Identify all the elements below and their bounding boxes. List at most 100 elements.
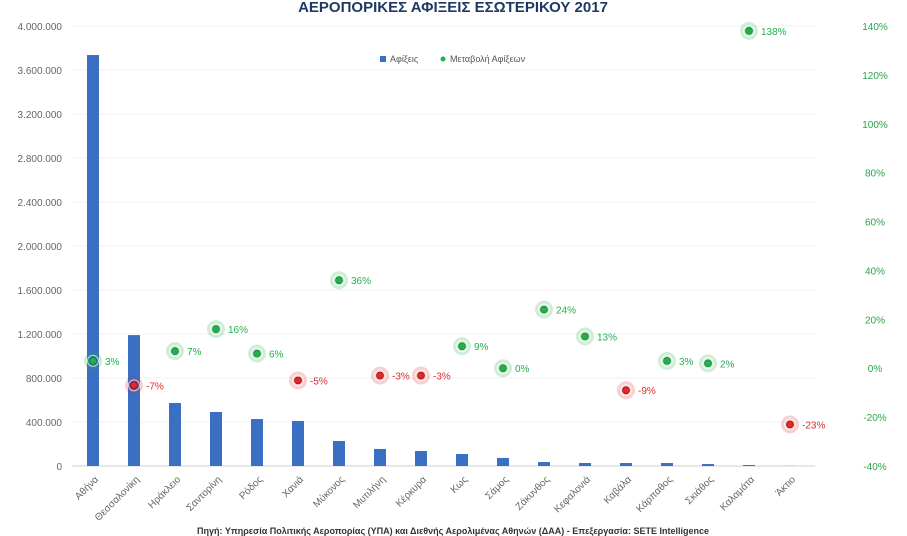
left-tick-label: 2.400.000 — [18, 198, 63, 209]
bar — [251, 419, 263, 466]
point-ring — [497, 362, 509, 375]
x-tick-label: Κέρκυρα — [393, 473, 429, 509]
legend-swatch-change — [440, 56, 446, 62]
data-label: 2% — [720, 359, 735, 370]
point-ring — [456, 340, 468, 353]
data-label: 3% — [105, 357, 120, 368]
point-ring — [292, 374, 304, 387]
right-tick-label: 20% — [865, 315, 885, 326]
bar — [292, 421, 304, 466]
right-tick-label: 100% — [862, 120, 888, 131]
right-tick-label: 80% — [865, 169, 885, 180]
point-ring — [743, 24, 755, 37]
x-tick-label: Ρόδος — [237, 474, 266, 503]
bar — [620, 463, 632, 466]
chart-title: ΑΕΡΟΠΟΡΙΚΕΣ ΑΦΙΞΕΙΣ ΕΣΩΤΕΡΙΚΟΥ 2017 — [298, 0, 608, 16]
point-ring — [620, 384, 632, 397]
data-point — [89, 357, 97, 365]
left-tick-label: 2.000.000 — [18, 242, 63, 253]
bar — [538, 462, 550, 466]
data-label: 6% — [269, 350, 284, 361]
data-point — [786, 420, 794, 429]
legend: Αφίξεις Μεταβολή Αφίξεων — [380, 54, 526, 64]
legend-swatch-arrivals — [380, 56, 386, 62]
data-point — [417, 371, 425, 380]
x-tick-label: Άκτιο — [774, 474, 799, 499]
right-tick-label: 140% — [862, 22, 888, 33]
bar — [374, 448, 386, 466]
data-label: -5% — [310, 376, 328, 387]
data-label: 13% — [597, 332, 617, 343]
bar — [456, 454, 468, 466]
left-tick-label: 1.200.000 — [18, 330, 63, 341]
point-ring — [169, 345, 181, 358]
data-point — [622, 386, 630, 395]
point-ring — [374, 369, 386, 382]
data-point — [335, 276, 343, 285]
bar — [497, 457, 509, 466]
point-ring — [661, 354, 673, 367]
data-label: 36% — [351, 276, 371, 287]
x-tick-label: Σάμος — [483, 474, 511, 502]
x-tick-label: Καλαμάτα — [717, 473, 757, 513]
left-tick-label: 3.600.000 — [18, 66, 63, 77]
data-point — [294, 376, 302, 385]
left-tick-label: 400.000 — [26, 418, 63, 429]
bar — [128, 335, 140, 466]
data-label: 9% — [474, 342, 489, 353]
x-tick-label: Καβάλα — [601, 473, 634, 506]
point-ring — [415, 369, 427, 382]
x-tick-label: Χανιά — [280, 473, 307, 500]
bar — [169, 402, 181, 466]
x-tick-label: Μύκονος — [311, 474, 348, 511]
data-point — [458, 342, 466, 351]
point-ring — [333, 274, 345, 287]
data-label: 16% — [228, 325, 248, 336]
left-tick-label: 0 — [56, 462, 62, 473]
left-tick-label: 1.600.000 — [18, 286, 63, 297]
legend-change: Μεταβολή Αφίξεων — [450, 54, 526, 64]
x-tick-label: Αθήνα — [72, 473, 101, 502]
x-tick-label: Κεφαλονιά — [552, 473, 594, 515]
data-label: 3% — [679, 357, 694, 368]
data-point — [540, 305, 548, 314]
x-tick-label: Μυτιλήνη — [351, 474, 389, 512]
left-tick-label: 4.000.000 — [18, 22, 63, 33]
legend-arrivals: Αφίξεις — [390, 54, 419, 64]
point-ring — [128, 379, 140, 392]
x-tick-label: Κάρπαθος — [634, 474, 675, 515]
data-point — [376, 371, 384, 380]
data-point — [663, 357, 671, 365]
point-ring — [784, 418, 796, 431]
data-label: -9% — [638, 386, 656, 397]
bar — [87, 55, 99, 466]
right-tick-label: 60% — [865, 218, 885, 229]
data-point — [704, 359, 712, 368]
data-point — [171, 347, 179, 355]
data-label: 7% — [187, 347, 202, 358]
data-point — [253, 349, 261, 358]
point-ring — [538, 303, 550, 316]
right-tick-label: 40% — [865, 266, 885, 277]
x-tick-label: Ηράκλειο — [146, 473, 184, 511]
x-tick-label: Ζάκυνθος — [513, 474, 552, 513]
data-label: 24% — [556, 306, 576, 317]
x-tick-label: Σαντορίνη — [184, 474, 224, 514]
left-tick-label: 800.000 — [26, 374, 63, 385]
data-label: 0% — [515, 364, 530, 375]
bar — [702, 464, 714, 466]
x-tick-label: Σκιάθος — [683, 474, 716, 507]
source-note: Πηγή: Υπηρεσία Πολιτικής Αεροπορίας (ΥΠΑ… — [197, 526, 709, 536]
bar — [579, 463, 591, 466]
data-point — [212, 325, 220, 333]
point-ring — [702, 357, 714, 370]
left-tick-label: 2.800.000 — [18, 154, 63, 165]
bar — [210, 411, 222, 466]
right-tick-label: -40% — [863, 462, 886, 473]
bar — [743, 465, 755, 466]
data-label: -7% — [146, 381, 164, 392]
data-label: -3% — [392, 372, 410, 383]
data-point — [581, 332, 589, 341]
right-tick-label: -20% — [863, 413, 886, 424]
